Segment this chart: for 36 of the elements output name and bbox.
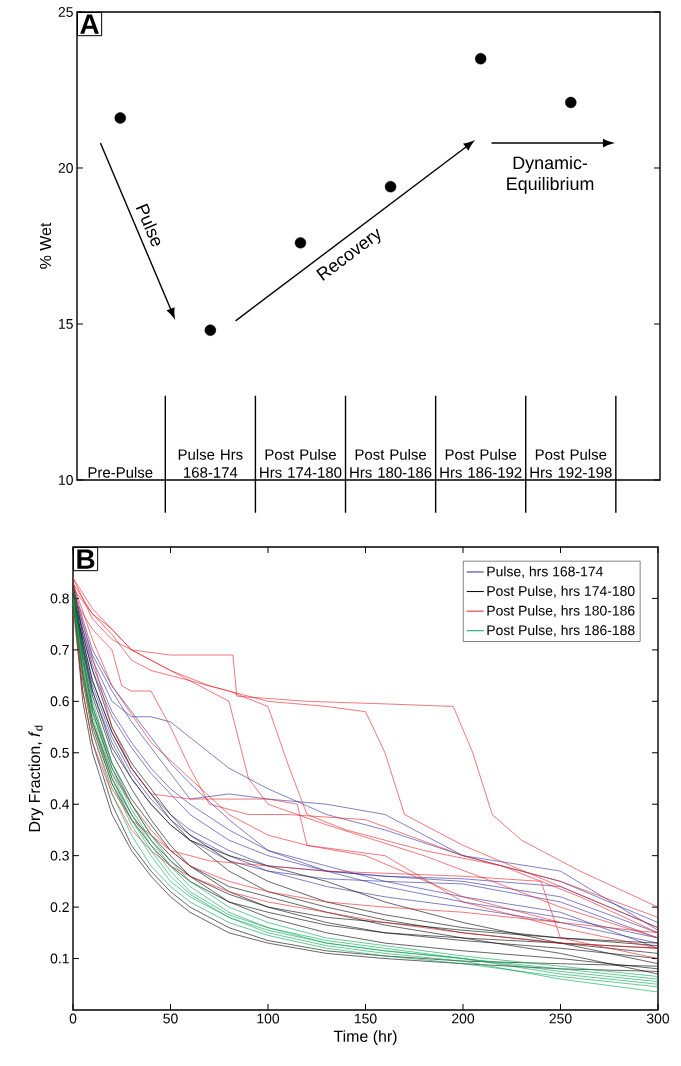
legend-label: Post Pulse, hrs 174-180 bbox=[487, 585, 635, 598]
legend-label: Pulse, hrs 168-174 bbox=[487, 566, 603, 579]
x-tick-label: Post Pulse Hrs 192-198 bbox=[530, 448, 612, 478]
x-tick-label: 50 bbox=[163, 1013, 178, 1024]
y-tick-label: 15 bbox=[59, 319, 73, 329]
y-tick-label: 0.8 bbox=[50, 593, 69, 604]
x-tick-label: 250 bbox=[549, 1013, 572, 1024]
x-tick-label: Pre-Pulse bbox=[88, 466, 153, 478]
legend-label: Post Pulse, hrs 180-186 bbox=[487, 605, 635, 618]
y-tick-label: 0.6 bbox=[50, 696, 69, 707]
x-tick-label: 150 bbox=[354, 1013, 377, 1024]
x-tick-label: Post Pulse Hrs 174-180 bbox=[260, 448, 342, 478]
x-axis-title: Time (hr) bbox=[333, 1030, 397, 1046]
y-tick-label: 0.5 bbox=[50, 747, 69, 758]
y-tick-label: 0.4 bbox=[50, 799, 70, 810]
y-tick-label: 0.1 bbox=[50, 953, 69, 964]
y-tick-label: 0.3 bbox=[50, 850, 69, 861]
annotation: Pulse bbox=[135, 203, 161, 247]
legend-label: Post Pulse, hrs 186-188 bbox=[487, 624, 635, 637]
x-tick-label: Post Pulse Hrs 180-186 bbox=[350, 448, 432, 478]
y-tick-label: 0.7 bbox=[50, 644, 69, 655]
y-tick-label: 20 bbox=[58, 163, 73, 173]
y-axis-title: Dry Fraction, f$_{d}$ bbox=[28, 725, 44, 832]
y-tick-label: 0.2 bbox=[50, 902, 69, 913]
x-tick-label: 100 bbox=[257, 1013, 280, 1024]
annotation: Dynamic-Equilibrium bbox=[507, 156, 594, 194]
x-tick-label: Pulse Hrs 168-174 bbox=[178, 448, 243, 478]
y-axis-title: % Wet bbox=[39, 222, 52, 269]
x-tick-label: 200 bbox=[452, 1013, 475, 1024]
y-tick-label: 10 bbox=[59, 475, 73, 485]
annotation: B bbox=[77, 549, 95, 569]
x-tick-label: Post Pulse Hrs 186-192 bbox=[440, 448, 522, 478]
annotation: A bbox=[80, 14, 99, 34]
y-tick-label: 25 bbox=[58, 7, 73, 17]
x-tick-label: 300 bbox=[646, 1013, 670, 1024]
x-tick-label: 0 bbox=[69, 1013, 77, 1024]
